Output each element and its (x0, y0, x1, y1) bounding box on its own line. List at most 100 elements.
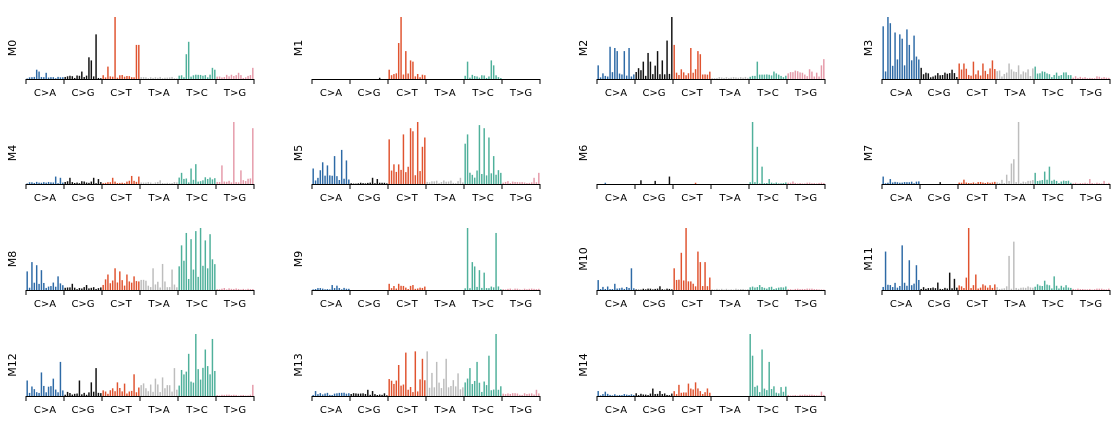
bar (960, 69, 963, 79)
bar (190, 168, 192, 184)
bar (244, 395, 247, 396)
class-tick-label: C>G (357, 299, 380, 310)
bar (395, 73, 398, 79)
bar (887, 284, 889, 290)
signature-panel-m2: M2 C>A C>G C>T T>A T>C T>G (577, 17, 826, 99)
bar (649, 393, 652, 396)
bar (428, 182, 431, 184)
bar (602, 73, 604, 79)
bar (466, 134, 469, 184)
bar (782, 391, 785, 396)
bar (345, 288, 348, 290)
class-tick-label: C>A (320, 405, 342, 416)
bar (813, 183, 816, 184)
bar (891, 182, 894, 184)
bar (735, 77, 737, 79)
signature-panel-m6: M6 C>A C>G C>T T>A T>C T>G (577, 122, 826, 204)
bar (951, 69, 953, 79)
bar (223, 394, 226, 396)
bar (915, 265, 918, 290)
bar (317, 288, 319, 290)
bar (393, 74, 395, 79)
bar (178, 266, 180, 290)
bar (530, 393, 533, 396)
bar (209, 74, 211, 79)
bar (720, 288, 723, 290)
bar (159, 392, 161, 396)
bar (604, 182, 607, 184)
bar (386, 183, 388, 184)
bar (903, 282, 906, 290)
bar (171, 391, 173, 396)
bar (1046, 284, 1048, 290)
bar (395, 171, 398, 184)
bar (71, 182, 74, 184)
bar (1065, 285, 1067, 290)
bar (609, 46, 611, 79)
bar (416, 288, 419, 290)
bar (640, 70, 642, 79)
bar (52, 282, 55, 290)
bar (473, 380, 476, 396)
bar (1017, 122, 1020, 184)
bar (397, 164, 400, 184)
bar (1032, 180, 1034, 184)
bar (164, 183, 166, 184)
bar (918, 181, 920, 184)
bar (1017, 288, 1020, 290)
bar (359, 393, 362, 396)
bar (476, 170, 478, 184)
bar (602, 286, 604, 290)
bar (107, 66, 109, 79)
bar (1022, 181, 1025, 184)
bar (668, 288, 671, 290)
bar (369, 394, 371, 396)
bar (402, 285, 405, 290)
bar (989, 285, 991, 290)
bar (694, 182, 697, 184)
bar (102, 390, 104, 396)
bar (1093, 78, 1096, 79)
bar (149, 384, 152, 396)
bar (804, 394, 806, 396)
bar (409, 60, 412, 79)
bar (761, 166, 763, 184)
bar (185, 232, 188, 290)
bar (168, 385, 171, 396)
class-tick-label: C>A (890, 88, 912, 99)
bar (970, 183, 972, 184)
bar (383, 393, 386, 396)
bar (109, 76, 112, 79)
bar (1100, 77, 1103, 79)
bar (357, 183, 360, 184)
bar (913, 183, 915, 184)
bar (530, 288, 533, 290)
bar (1036, 181, 1039, 184)
bar (395, 380, 398, 396)
bar (183, 178, 185, 184)
bar (119, 271, 121, 290)
bar (123, 285, 126, 290)
bar (393, 286, 395, 290)
bar (1108, 77, 1110, 79)
bar (787, 289, 789, 290)
bar (40, 372, 43, 396)
bar (1010, 163, 1013, 184)
class-tick-label: C>A (890, 193, 912, 204)
bar (95, 34, 97, 79)
panel-label: M12 (6, 353, 19, 377)
bar (348, 393, 350, 396)
bar (899, 182, 901, 184)
bar (233, 76, 235, 79)
bar (414, 288, 417, 290)
class-tick-label: C>A (34, 193, 56, 204)
class-tick-label: T>G (1079, 299, 1102, 310)
bar (138, 176, 140, 184)
bar (1032, 287, 1034, 290)
bar (737, 289, 740, 290)
bar (64, 287, 66, 290)
bar (59, 77, 62, 79)
bar (1020, 74, 1022, 79)
bar (83, 181, 85, 184)
